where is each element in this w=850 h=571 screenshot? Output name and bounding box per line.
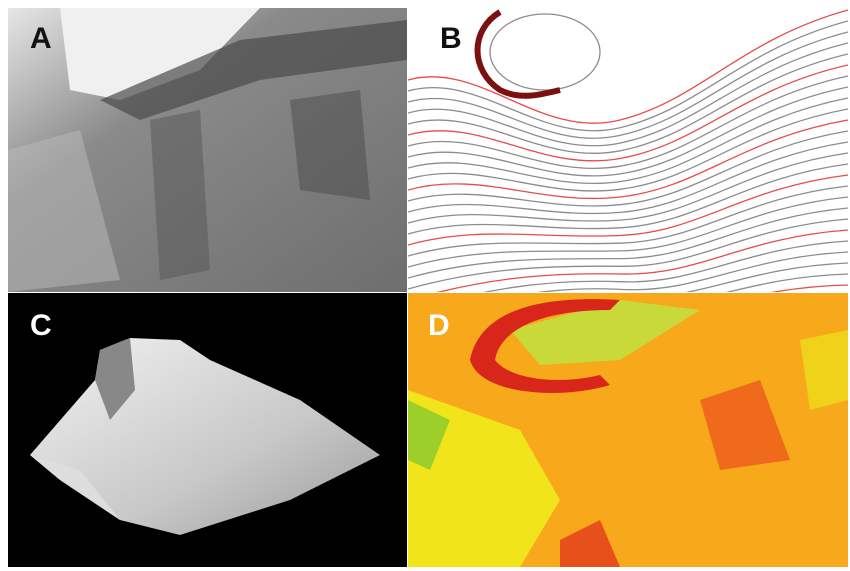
panel-c: C bbox=[8, 293, 407, 567]
panel-label: D bbox=[428, 309, 450, 342]
panel-a: A bbox=[8, 8, 407, 292]
gully bbox=[150, 110, 210, 280]
panel-label: B bbox=[440, 22, 462, 55]
page: {"panels": [{"label": "A"}, {"label": "B… bbox=[0, 0, 850, 571]
panel-label: A bbox=[30, 22, 52, 55]
figure: A B C D bbox=[0, 0, 850, 571]
gully bbox=[290, 90, 370, 200]
summit-contour bbox=[490, 14, 600, 90]
panel-label: C bbox=[30, 309, 52, 342]
panel-d: D bbox=[408, 293, 848, 567]
